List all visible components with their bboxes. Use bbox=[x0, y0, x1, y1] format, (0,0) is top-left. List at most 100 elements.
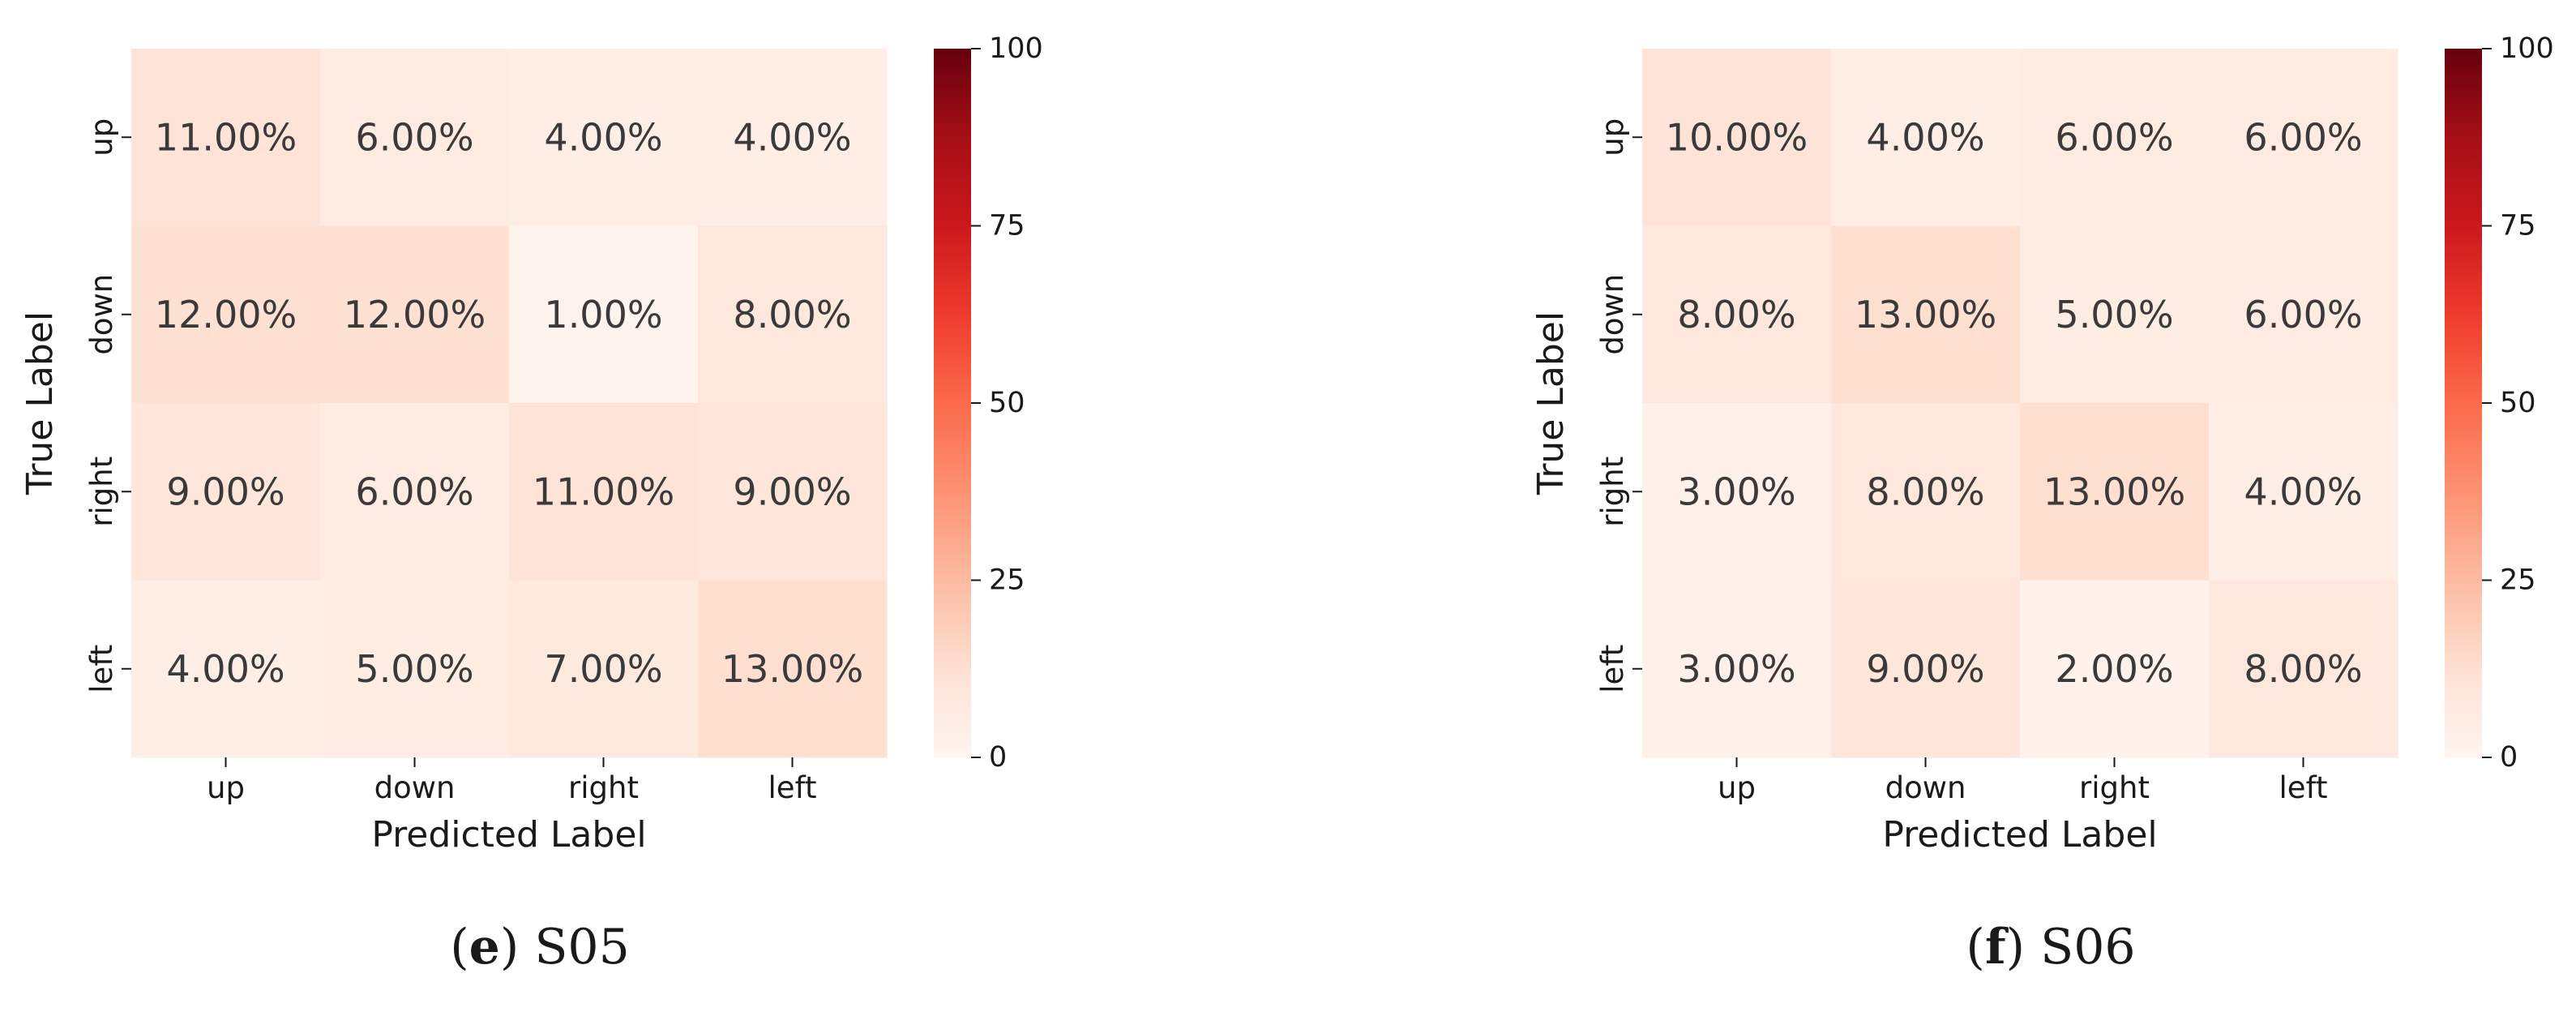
y-tick-label: down bbox=[84, 274, 119, 355]
cell-label: 3.00% bbox=[1677, 470, 1795, 513]
colorbar bbox=[2445, 49, 2482, 757]
cell-label: 5.00% bbox=[2055, 293, 2173, 337]
heatmap-cell bbox=[1642, 580, 1832, 758]
cell-label: 8.00% bbox=[1866, 470, 1984, 513]
cell-label: 7.00% bbox=[544, 647, 662, 691]
x-tick-label: left bbox=[2279, 770, 2328, 805]
cell-label: 6.00% bbox=[2055, 115, 2173, 159]
cell-label: 2.00% bbox=[2055, 647, 2173, 691]
heatmap-cell bbox=[509, 49, 699, 226]
caption-name: S05 bbox=[534, 919, 629, 976]
colorbar-tick-label: 25 bbox=[2500, 564, 2536, 597]
cell-label: 9.00% bbox=[166, 470, 285, 513]
y-tick-label: down bbox=[1595, 274, 1630, 355]
caption-open: ( bbox=[1966, 919, 1984, 976]
x-tick-label: up bbox=[207, 770, 245, 805]
caption-name: S06 bbox=[2040, 919, 2135, 976]
heatmap-cell bbox=[1831, 225, 2021, 404]
cell-label: 5.00% bbox=[355, 647, 473, 691]
heatmap-cell bbox=[131, 580, 321, 758]
y-axis-title: True Label bbox=[1530, 311, 1572, 495]
cell-label: 11.00% bbox=[155, 115, 297, 159]
x-axis-title: Predicted Label bbox=[1882, 814, 2157, 855]
heatmap-cell bbox=[131, 49, 321, 226]
x-axis-title: Predicted Label bbox=[371, 814, 646, 855]
cell-label: 13.00% bbox=[721, 647, 863, 691]
heatmap-cell bbox=[2020, 403, 2210, 581]
cell-label: 8.00% bbox=[1677, 293, 1795, 337]
heatmap-panels: 11.00% 6.00% 4.00% 4.00% 12.00% 12.00% 1.00% 8.… bbox=[19, 32, 2554, 976]
cell-label: 6.00% bbox=[355, 470, 473, 513]
caption-open: ( bbox=[450, 919, 469, 976]
heatmap-cell bbox=[2020, 580, 2210, 758]
cell-label: 12.00% bbox=[155, 293, 297, 337]
cell-label: 10.00% bbox=[1666, 115, 1808, 159]
cell-label: 1.00% bbox=[544, 293, 662, 337]
x-tick-label: up bbox=[1718, 770, 1756, 805]
colorbar-tick-label: 75 bbox=[989, 210, 1025, 242]
heatmap-cell bbox=[1831, 403, 2021, 581]
colorbar-tick-label: 100 bbox=[2500, 32, 2554, 65]
colorbar-tick-label: 25 bbox=[989, 564, 1025, 597]
heatmap-cell bbox=[1831, 580, 2021, 758]
cell-label: 6.00% bbox=[2244, 115, 2362, 159]
heatmap-cell bbox=[2209, 580, 2398, 758]
heatmap-panel-2: 10.00% 4.00% 6.00% 6.00% 8.00% 13.00% 5.00% 6.0… bbox=[1530, 32, 2554, 976]
colorbar-tick-label: 0 bbox=[2500, 741, 2518, 774]
heatmap-cell bbox=[2020, 225, 2210, 404]
y-tick-label: right bbox=[84, 457, 119, 527]
y-tick-label: left bbox=[1595, 645, 1630, 693]
cell-label: 6.00% bbox=[2244, 293, 2362, 337]
x-tick-label: right bbox=[568, 770, 639, 805]
x-tick-label: left bbox=[768, 770, 817, 805]
heatmap-cell bbox=[2209, 49, 2398, 226]
heatmap-cell bbox=[509, 225, 699, 404]
cell-label: 8.00% bbox=[733, 293, 851, 337]
heatmap-cell bbox=[698, 580, 888, 758]
x-tick-label: down bbox=[374, 770, 456, 805]
heatmap-cell bbox=[698, 49, 888, 226]
x-tick-label: down bbox=[1885, 770, 1966, 805]
cell-label: 4.00% bbox=[2244, 470, 2362, 513]
heatmap-cell bbox=[1642, 49, 1832, 226]
y-tick-label: right bbox=[1595, 457, 1630, 527]
caption-letter: e bbox=[469, 919, 500, 976]
heatmap-cell bbox=[1831, 49, 2021, 226]
colorbar-tick-label: 75 bbox=[2500, 210, 2536, 242]
caption-close: ) bbox=[2006, 919, 2040, 976]
heatmap-cell bbox=[320, 403, 510, 581]
caption-close: ) bbox=[500, 919, 534, 976]
colorbar-tick-label: 0 bbox=[989, 741, 1007, 774]
caption-letter: f bbox=[1985, 919, 2009, 976]
heatmap-cell bbox=[2209, 403, 2398, 581]
heatmap-cell bbox=[509, 403, 699, 581]
y-tick-label: up bbox=[84, 118, 119, 157]
cell-label: 4.00% bbox=[1866, 115, 1984, 159]
y-tick-label: up bbox=[1595, 118, 1630, 157]
heatmap-cell bbox=[2209, 225, 2398, 404]
heatmap-cell bbox=[698, 403, 888, 581]
colorbar-tick-label: 100 bbox=[989, 32, 1043, 65]
heatmap-cell bbox=[509, 580, 699, 758]
heatmap-cell bbox=[320, 580, 510, 758]
panel-caption: (e) S05 bbox=[450, 919, 630, 976]
cell-label: 12.00% bbox=[344, 293, 486, 337]
heatmap-cell bbox=[320, 225, 510, 404]
cell-label: 9.00% bbox=[733, 470, 851, 513]
panel-caption: (f) S06 bbox=[1966, 919, 2135, 976]
y-axis-title: True Label bbox=[19, 311, 61, 495]
heatmap-cell bbox=[131, 403, 321, 581]
cell-label: 11.00% bbox=[533, 470, 674, 513]
cell-label: 4.00% bbox=[733, 115, 851, 159]
colorbar-tick-label: 50 bbox=[989, 387, 1025, 419]
x-tick-label: right bbox=[2079, 770, 2150, 805]
heatmap-cell bbox=[131, 225, 321, 404]
cell-label: 4.00% bbox=[166, 647, 285, 691]
heatmap-panel-1: 11.00% 6.00% 4.00% 4.00% 12.00% 12.00% 1.00% 8.… bbox=[19, 32, 1043, 976]
heatmap-cell bbox=[1642, 403, 1832, 581]
heatmap-cell bbox=[1642, 225, 1832, 404]
cell-label: 6.00% bbox=[355, 115, 473, 159]
y-tick-label: left bbox=[84, 645, 119, 693]
cell-label: 13.00% bbox=[1855, 293, 1996, 337]
